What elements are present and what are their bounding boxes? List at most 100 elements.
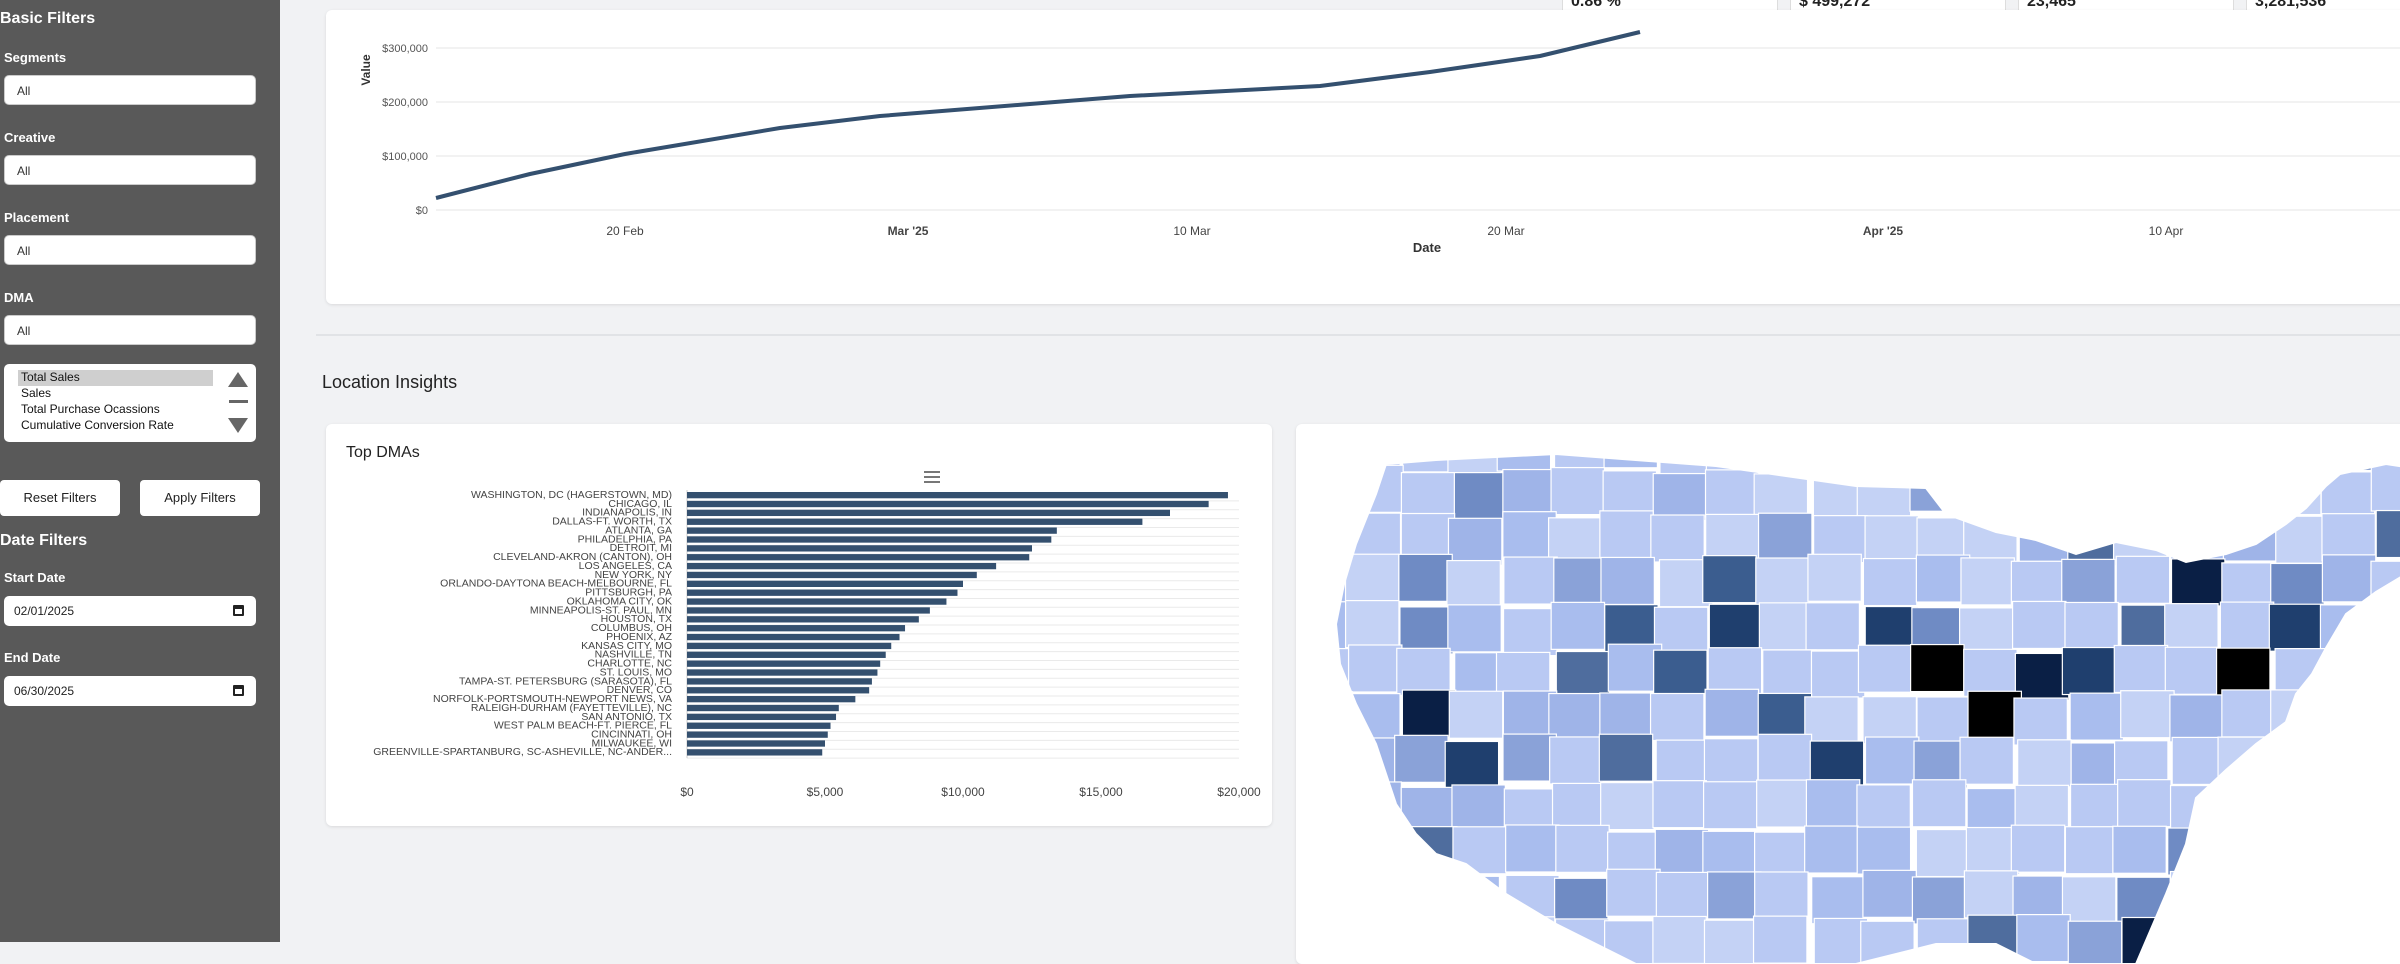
dma-region[interactable]	[2114, 645, 2167, 692]
dma-region[interactable]	[1348, 782, 1401, 829]
dma-region[interactable]	[2018, 740, 2071, 787]
dma-region[interactable]	[1759, 603, 1812, 650]
dma-region[interactable]	[1708, 872, 1761, 919]
dma-region[interactable]	[2322, 514, 2375, 561]
dma-region[interactable]	[1296, 649, 1349, 696]
dma-region[interactable]	[1808, 554, 1861, 601]
dma-region[interactable]	[1343, 830, 1396, 877]
dma-region[interactable]	[2375, 916, 2400, 963]
dma-region[interactable]	[1704, 739, 1757, 786]
dma-region[interactable]	[1660, 429, 1713, 476]
dma-region[interactable]	[2070, 693, 2123, 740]
dma-bar[interactable]	[687, 687, 869, 693]
dma-region[interactable]	[2172, 559, 2225, 606]
dma-bar[interactable]	[687, 598, 946, 604]
dma-region[interactable]	[1401, 915, 1454, 962]
dma-region[interactable]	[2328, 914, 2381, 961]
dma-region[interactable]	[2326, 788, 2379, 835]
dma-region[interactable]	[2015, 653, 2068, 700]
dma-region[interactable]	[1962, 424, 2015, 470]
dma-region[interactable]	[1347, 513, 1400, 560]
dma-region[interactable]	[2374, 788, 2400, 835]
dma-region[interactable]	[1757, 780, 1810, 827]
dma-region[interactable]	[1400, 607, 1453, 654]
dma-region[interactable]	[1401, 877, 1454, 924]
dma-bar[interactable]	[687, 661, 880, 667]
dma-region[interactable]	[2223, 786, 2276, 833]
dma-region[interactable]	[2216, 467, 2269, 514]
dma-bar[interactable]	[687, 625, 905, 631]
dma-region[interactable]	[2319, 828, 2372, 875]
dma-region[interactable]	[1448, 518, 1501, 565]
dma-region[interactable]	[1347, 873, 1400, 920]
dma-region[interactable]	[1452, 785, 1505, 832]
dma-region[interactable]	[1961, 558, 2014, 605]
dma-region[interactable]	[2117, 427, 2170, 474]
dma-region[interactable]	[1447, 561, 1500, 608]
dma-region[interactable]	[1860, 424, 1913, 468]
dma-bar[interactable]	[687, 590, 957, 596]
dma-region[interactable]	[1755, 872, 1808, 919]
dma-region[interactable]	[1655, 829, 1708, 876]
dma-region[interactable]	[1964, 871, 2017, 918]
dma-region[interactable]	[1912, 780, 1965, 827]
dma-region[interactable]	[1807, 424, 1860, 468]
dma-region[interactable]	[1758, 693, 1811, 740]
dma-region[interactable]	[2223, 514, 2276, 561]
dma-region[interactable]	[2375, 600, 2400, 647]
dma-region[interactable]	[1857, 827, 1910, 874]
dma-region[interactable]	[1706, 514, 1759, 561]
dma-bar[interactable]	[687, 714, 836, 720]
dma-bar[interactable]	[687, 643, 891, 649]
dma-region[interactable]	[1296, 513, 1345, 560]
dma-region[interactable]	[1754, 916, 1807, 963]
dma-region[interactable]	[1605, 921, 1658, 964]
dma-bar[interactable]	[687, 607, 930, 613]
dma-bar[interactable]	[687, 740, 825, 746]
dma-region[interactable]	[2165, 604, 2218, 651]
dma-region[interactable]	[2170, 695, 2223, 742]
dma-region[interactable]	[1555, 919, 1608, 964]
dma-region[interactable]	[1300, 736, 1353, 783]
dma-region[interactable]	[2062, 648, 2115, 695]
dma-bar[interactable]	[687, 536, 1051, 542]
dma-region[interactable]	[1349, 645, 1402, 692]
dma-region[interactable]	[1503, 470, 1556, 517]
dma-region[interactable]	[1601, 783, 1654, 830]
dma-region[interactable]	[1600, 693, 1653, 740]
dma-bar[interactable]	[687, 572, 977, 578]
dma-region[interactable]	[2170, 872, 2223, 919]
dma-region[interactable]	[1401, 473, 1454, 520]
dma-region[interactable]	[2376, 691, 2400, 738]
dma-region[interactable]	[1708, 648, 1761, 695]
dma-region[interactable]	[1296, 922, 1345, 964]
dma-bar[interactable]	[687, 492, 1228, 498]
dma-region[interactable]	[2274, 425, 2327, 472]
dma-region[interactable]	[2321, 689, 2374, 736]
dma-region[interactable]	[1453, 827, 1506, 874]
dma-bar[interactable]	[687, 527, 1057, 533]
dma-bar[interactable]	[687, 705, 839, 711]
dma-region[interactable]	[2011, 825, 2064, 872]
dma-region[interactable]	[1911, 645, 1964, 692]
dma-region[interactable]	[2376, 511, 2400, 558]
dma-region[interactable]	[1297, 424, 1350, 467]
dma-region[interactable]	[1858, 645, 1911, 692]
dma-region[interactable]	[1703, 556, 1756, 603]
dma-region[interactable]	[2218, 918, 2271, 964]
dma-region[interactable]	[1651, 515, 1704, 562]
dma-region[interactable]	[1812, 877, 1865, 924]
dma-region[interactable]	[1497, 424, 1550, 471]
dma-bar[interactable]	[687, 616, 919, 622]
dma-region[interactable]	[1454, 473, 1507, 520]
dma-region[interactable]	[2068, 921, 2121, 964]
dma-region[interactable]	[2321, 472, 2374, 519]
dma-choropleth-map[interactable]	[1296, 424, 2400, 964]
dma-region[interactable]	[1600, 511, 1653, 558]
dma-bar[interactable]	[687, 749, 822, 755]
dma-region[interactable]	[1551, 468, 1604, 515]
dma-region[interactable]	[2065, 602, 2118, 649]
dma-region[interactable]	[1504, 609, 1557, 656]
dma-region[interactable]	[2222, 690, 2275, 737]
dma-region[interactable]	[2122, 918, 2175, 964]
